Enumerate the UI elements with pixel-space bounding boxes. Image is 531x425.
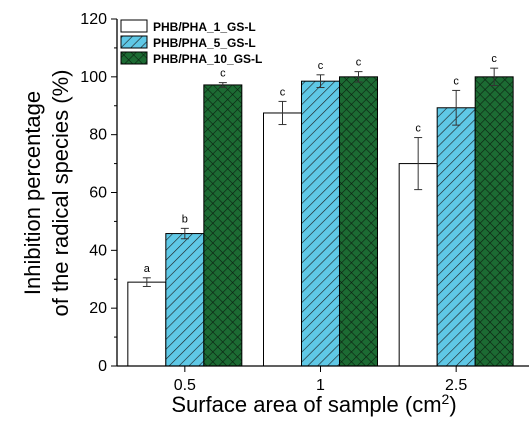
- y-tick-label-1: 20: [89, 300, 107, 317]
- significance-label-s0-c1: c: [280, 86, 286, 98]
- legend-swatch-2: [120, 51, 148, 65]
- legend-label-2: PHB/PHA_10_GS-L: [153, 52, 262, 66]
- x-axis-title: Surface area of sample (cm2): [171, 391, 456, 417]
- x-tick-label-1: 1: [316, 377, 325, 394]
- x-axis-title-main: Surface area of sample (cm: [171, 392, 441, 417]
- x-axis-title-end: ): [449, 392, 456, 417]
- significance-label-s1-c2: c: [453, 75, 459, 87]
- y-tick-label-4: 80: [89, 127, 107, 144]
- x-tick-label-0: 0.5: [174, 377, 196, 394]
- bar-s2-c2: [474, 76, 514, 367]
- bar-s0-c1: [263, 112, 302, 367]
- legend-label-0: PHB/PHA_1_GS-L: [153, 20, 256, 34]
- bar-s2-c0: [203, 84, 243, 367]
- bar-s1-c0: [165, 233, 205, 367]
- significance-label-s2-c0: c: [220, 68, 226, 80]
- y-tick-label-6: 120: [80, 11, 107, 28]
- y-tick-label-5: 100: [80, 69, 107, 86]
- bar-s2-c1: [339, 76, 378, 367]
- y-axis-title-line2: of the radical species (%): [48, 70, 73, 317]
- bar-s0-c2: [398, 163, 438, 367]
- bar-s1-c1: [301, 80, 340, 367]
- significance-label-s2-c1: c: [356, 57, 362, 69]
- x-axis-title-superscript: 2: [442, 391, 450, 407]
- legend-swatch-0: [120, 19, 148, 33]
- y-tick-label-3: 60: [89, 185, 107, 202]
- bar-s0-c0: [127, 281, 167, 367]
- significance-label-s0-c0: a: [144, 263, 151, 275]
- significance-label-s1-c0: b: [182, 213, 188, 225]
- y-axis-title-line1: Inhibition percentage: [20, 91, 45, 295]
- legend: PHB/PHA_1_GS-L PHB/PHA_5_GS-L PHB/PHA_10_G…: [120, 19, 262, 66]
- y-tick-label-0: 0: [98, 358, 107, 375]
- bar-s1-c2: [436, 107, 476, 367]
- bars-layer: a b c c c c c c c: [127, 53, 514, 367]
- significance-label-s2-c2: c: [491, 53, 497, 65]
- significance-label-s1-c1: c: [318, 60, 324, 72]
- y-tick-label-2: 40: [89, 242, 107, 259]
- x-tick-label-2: 2.5: [445, 377, 467, 394]
- legend-swatch-1: [120, 35, 148, 49]
- axes-layer: 0.5 1 2.5 0 20 40 60 80 100 120: [80, 11, 529, 394]
- legend-label-1: PHB/PHA_5_GS-L: [153, 36, 256, 50]
- significance-label-s0-c2: c: [415, 123, 421, 135]
